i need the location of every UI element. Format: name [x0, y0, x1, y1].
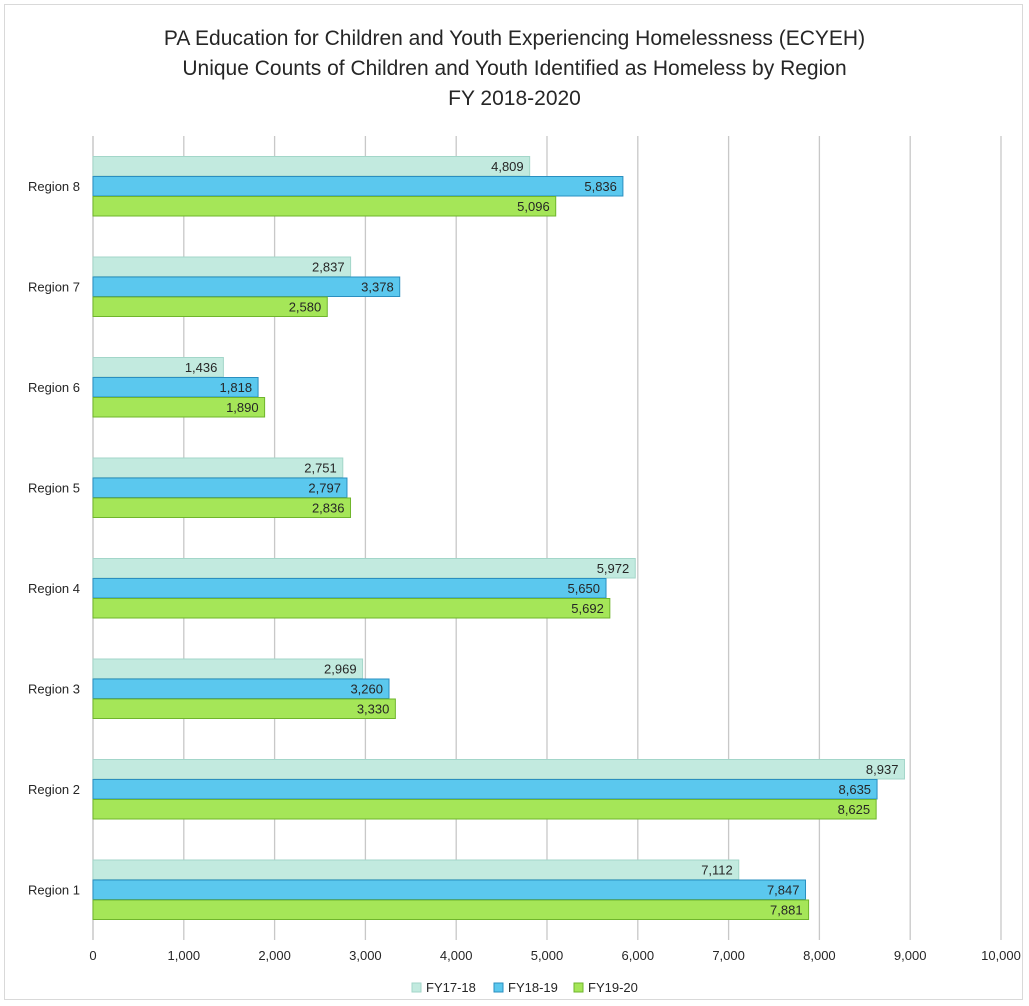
data-label: 5,836: [584, 179, 617, 194]
legend-label: FY19-20: [588, 980, 638, 995]
x-tick-label: 4,000: [440, 948, 473, 963]
category-label: Region 1: [28, 882, 80, 897]
category-label: Region 6: [28, 380, 80, 395]
bar: [92, 698, 396, 719]
data-label: 1,818: [220, 380, 253, 395]
category-label: Region 4: [28, 581, 80, 596]
data-label: 7,847: [767, 882, 800, 897]
bar: [92, 558, 636, 579]
data-label: 2,797: [308, 480, 341, 495]
x-tick-label: 0: [89, 948, 96, 963]
bar: [92, 196, 557, 217]
x-tick-label: 9,000: [894, 948, 927, 963]
data-label: 5,972: [597, 561, 630, 576]
data-label: 8,635: [839, 782, 872, 797]
bar: [92, 497, 352, 518]
legend-swatch: [411, 982, 422, 993]
data-label: 7,881: [770, 902, 803, 917]
bar: [92, 799, 877, 820]
bars: 4,809 5,836 5,096 2,837 3,378 2,580 1,4361,818…: [92, 156, 905, 920]
x-tick-label: 6,000: [622, 948, 655, 963]
bar: [92, 598, 611, 619]
category-labels: Region 8 Region 7 Region 6 Region 5 Region 4…: [28, 179, 80, 898]
data-label: 1,890: [226, 400, 259, 415]
legend-label: FY18-19: [508, 980, 558, 995]
category-label: Region 2: [28, 782, 80, 797]
bar: [92, 899, 810, 920]
category-label: Region 7: [28, 279, 80, 294]
bar: [92, 859, 740, 880]
data-label: 5,692: [571, 601, 604, 616]
data-label: 3,260: [350, 681, 383, 696]
x-tick-label: 5,000: [531, 948, 564, 963]
chart-title-line-1: PA Education for Children and Youth Expe…: [163, 27, 866, 50]
data-label: 2,969: [324, 661, 357, 676]
x-tick-labels: 0 1,000 2,000 3,000 4,000 5,000 6,000 7,000 8,00…: [89, 948, 1021, 963]
x-tick-label: 1,000: [168, 948, 201, 963]
data-label: 2,837: [312, 259, 345, 274]
legend-swatch: [493, 982, 504, 993]
data-label: 7,112: [701, 862, 733, 877]
data-label: 1,436: [185, 360, 218, 375]
data-label: 2,751: [304, 460, 337, 475]
data-label: 8,625: [838, 802, 871, 817]
category-label: Region 3: [28, 681, 80, 696]
data-label: 2,580: [289, 299, 322, 314]
legend-swatch: [573, 982, 584, 993]
data-label: 5,650: [567, 581, 600, 596]
bar: [92, 156, 531, 177]
bar: [92, 397, 266, 418]
chart-title-line-2: Unique Counts of Children and Youth Iden…: [182, 57, 847, 80]
bar: [92, 879, 807, 900]
bar: [92, 276, 401, 297]
data-label: 3,378: [361, 279, 394, 294]
x-tick-label: 3,000: [349, 948, 382, 963]
bar: [92, 759, 905, 780]
bar: [92, 678, 390, 699]
data-label: 2,836: [312, 500, 345, 515]
x-tick-label: 8,000: [803, 948, 836, 963]
data-label: 5,096: [517, 199, 550, 214]
chart-title: PA Education for Children and Youth Expe…: [0, 24, 1029, 114]
bar: [92, 779, 878, 800]
data-label: 3,330: [357, 701, 390, 716]
category-label: Region 8: [28, 179, 80, 194]
bar: [92, 176, 624, 197]
bar: [92, 296, 328, 317]
legend-label: FY17-18: [426, 980, 476, 995]
data-label: 8,937: [866, 762, 899, 777]
category-label: Region 5: [28, 480, 80, 495]
x-tick-label: 7,000: [712, 948, 745, 963]
x-tick-label: 10,000: [981, 948, 1021, 963]
chart-title-line-3: FY 2018-2020: [448, 87, 581, 110]
bar: [92, 578, 607, 599]
x-tick-label: 2,000: [258, 948, 291, 963]
bar: [92, 658, 364, 679]
legend: FY17-18 FY18-19 FY19-20: [411, 980, 638, 995]
data-label: 4,809: [491, 159, 524, 174]
